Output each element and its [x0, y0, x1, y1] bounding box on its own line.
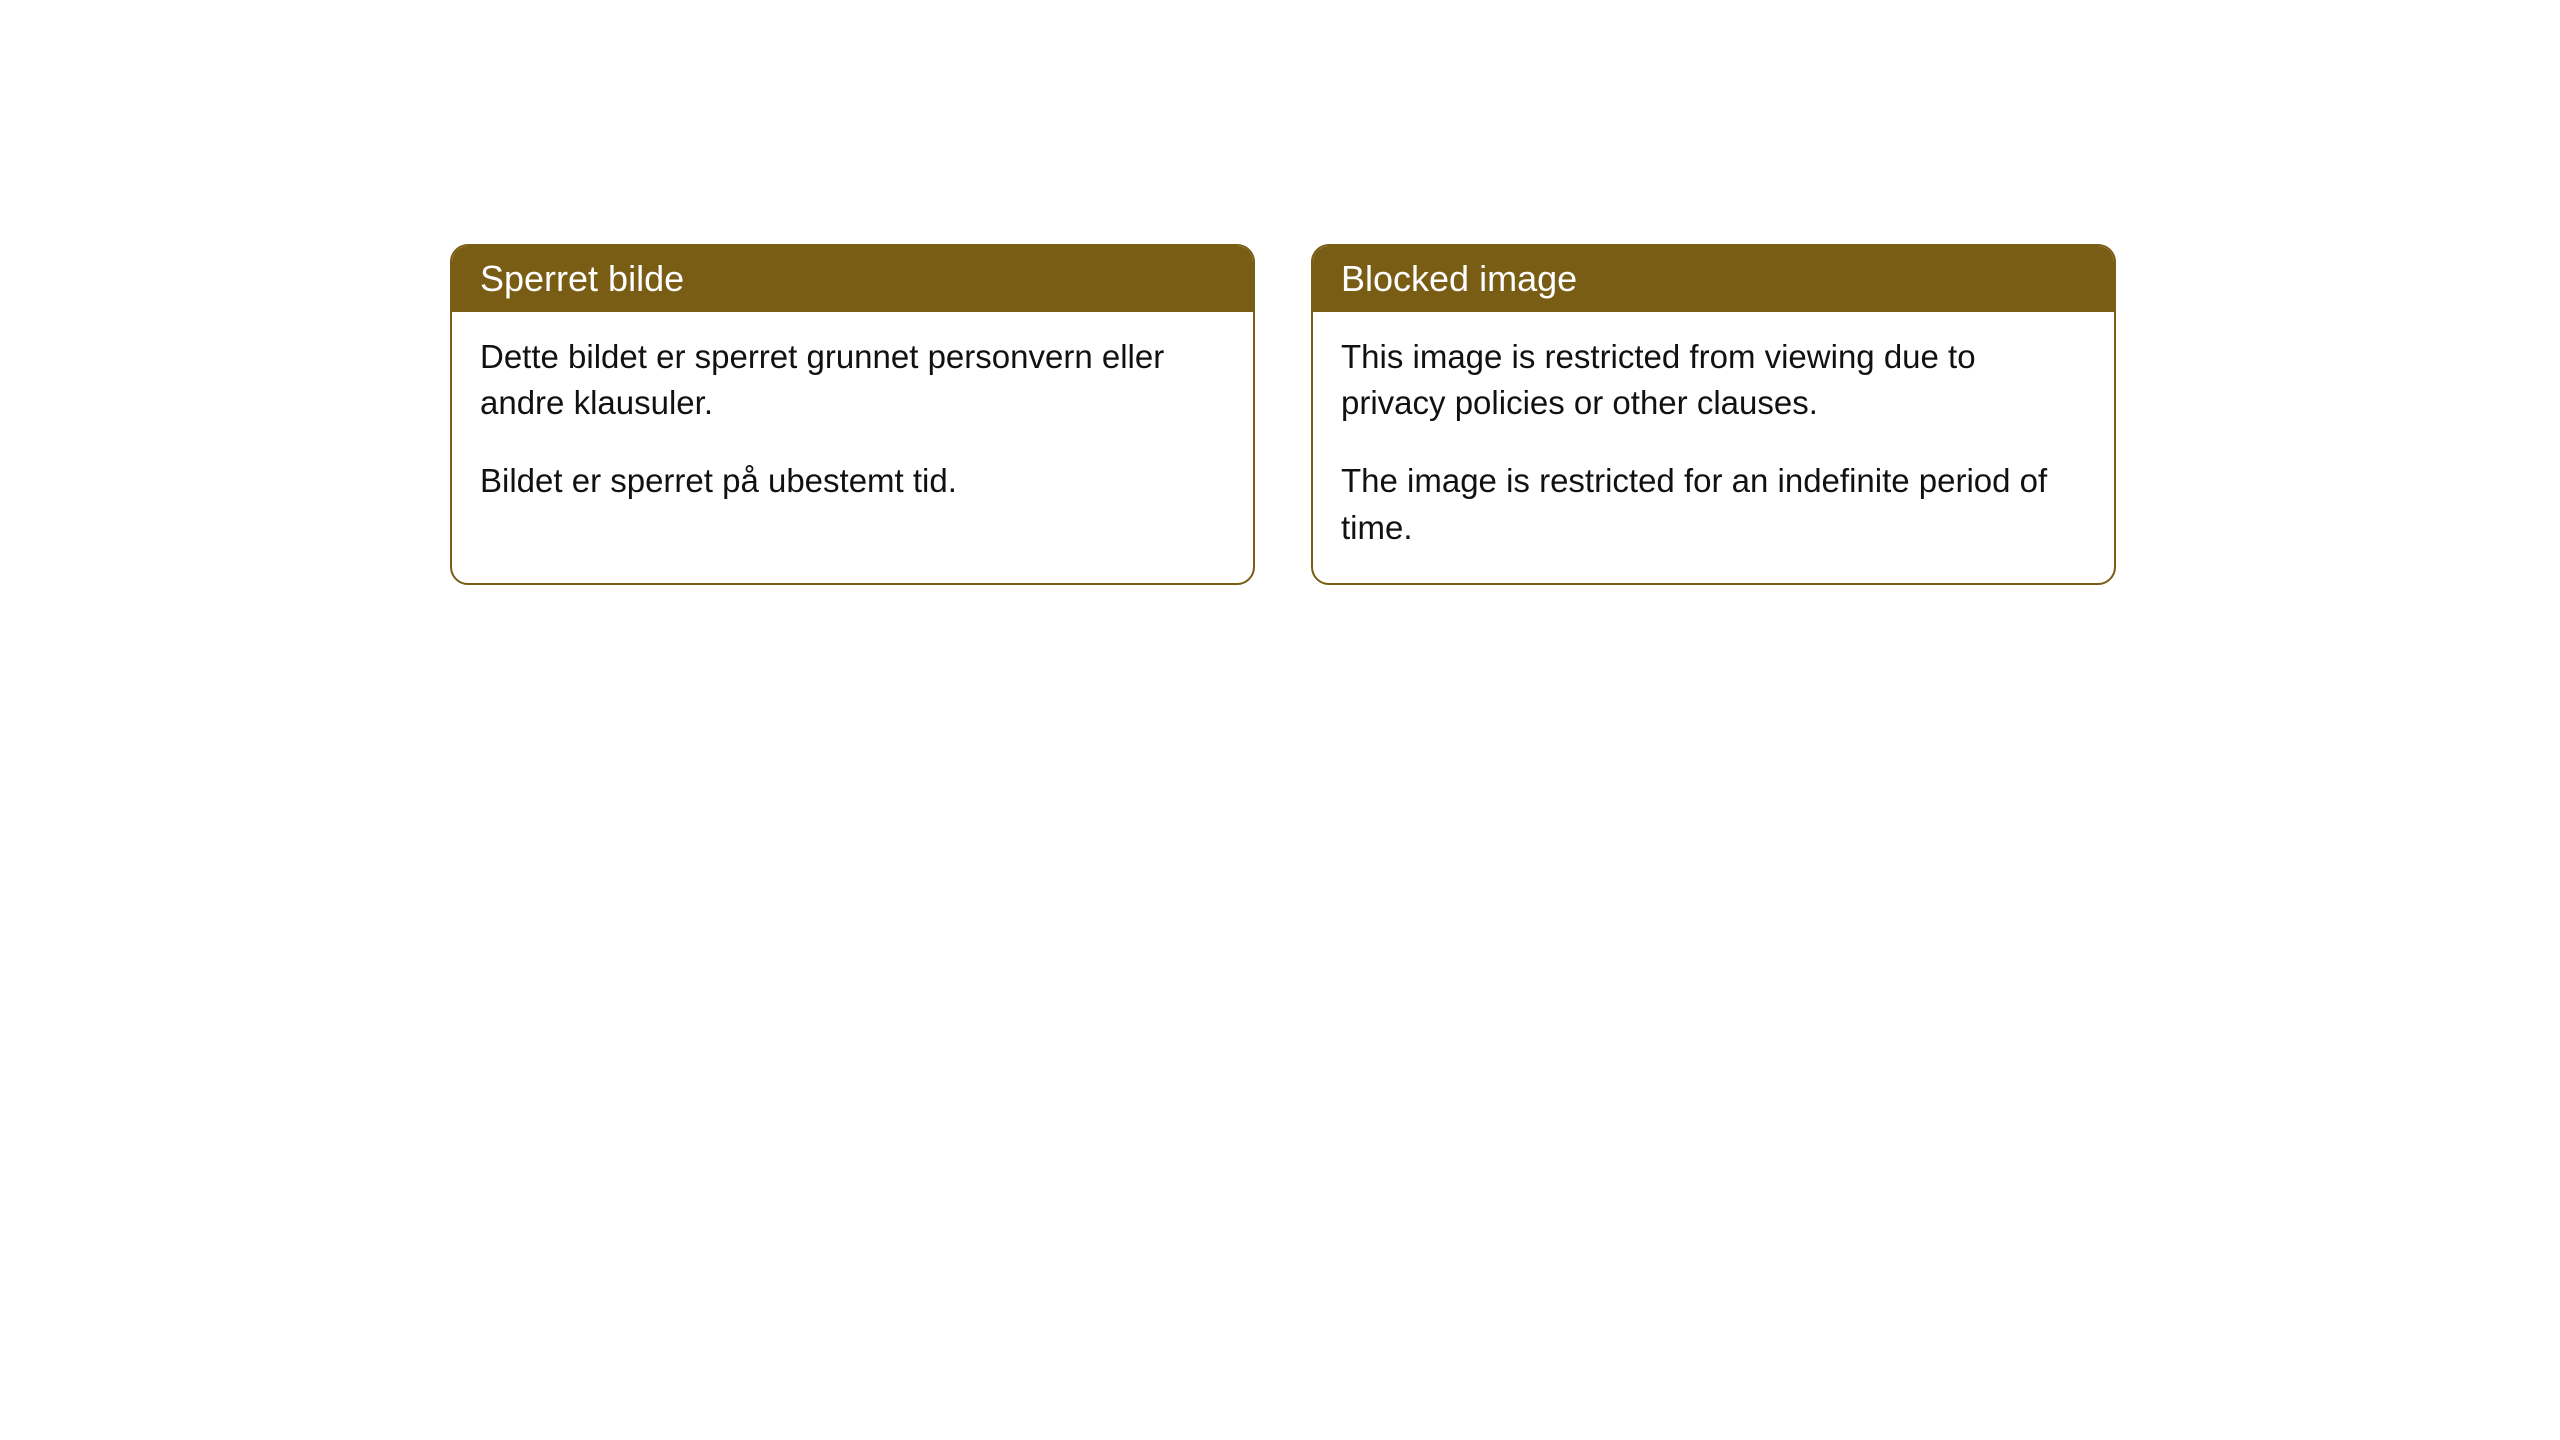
card-title: Sperret bilde — [480, 258, 684, 299]
notice-card-norwegian: Sperret bilde Dette bildet er sperret gr… — [450, 244, 1255, 585]
card-header: Blocked image — [1313, 246, 2114, 312]
card-body: Dette bildet er sperret grunnet personve… — [452, 312, 1253, 537]
card-header: Sperret bilde — [452, 246, 1253, 312]
card-paragraph: Bildet er sperret på ubestemt tid. — [480, 458, 1225, 504]
card-paragraph: The image is restricted for an indefinit… — [1341, 458, 2086, 550]
card-title: Blocked image — [1341, 258, 1577, 299]
notice-card-english: Blocked image This image is restricted f… — [1311, 244, 2116, 585]
card-body: This image is restricted from viewing du… — [1313, 312, 2114, 583]
card-paragraph: Dette bildet er sperret grunnet personve… — [480, 334, 1225, 426]
card-paragraph: This image is restricted from viewing du… — [1341, 334, 2086, 426]
notice-cards-container: Sperret bilde Dette bildet er sperret gr… — [450, 244, 2560, 585]
